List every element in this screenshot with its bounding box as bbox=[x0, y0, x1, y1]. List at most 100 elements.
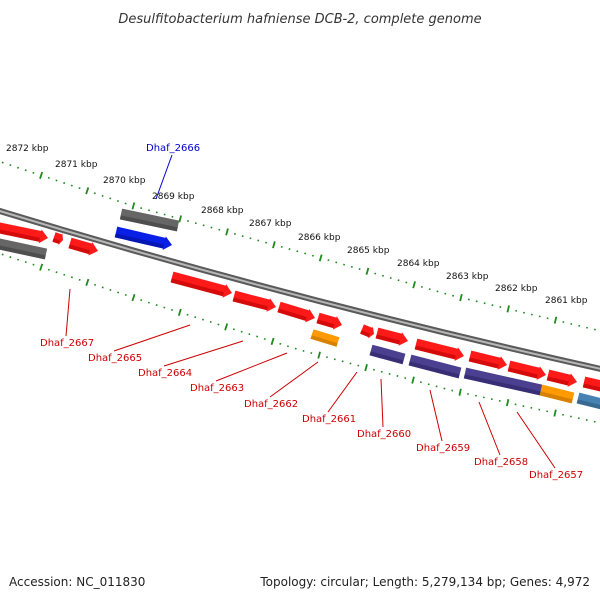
major-tick bbox=[131, 202, 136, 210]
minor-tick bbox=[147, 301, 150, 304]
inner-tick-ring bbox=[1, 253, 596, 423]
gene-label-dhaf-2666[interactable]: Dhaf_2666 bbox=[146, 143, 200, 154]
gene-feature[interactable] bbox=[52, 232, 63, 246]
gene-feature[interactable] bbox=[316, 312, 342, 330]
kbp-label: 2864 kbp bbox=[397, 259, 440, 269]
minor-tick bbox=[78, 278, 81, 281]
major-tick bbox=[459, 294, 463, 302]
gene-feature[interactable] bbox=[0, 221, 48, 244]
major-tick bbox=[270, 337, 275, 346]
minor-tick bbox=[101, 286, 104, 289]
gene-label-dhaf-2662[interactable]: Dhaf_2662 bbox=[244, 399, 298, 410]
gene-feature[interactable] bbox=[507, 360, 546, 380]
minor-tick bbox=[24, 169, 27, 172]
major-tick bbox=[178, 215, 183, 223]
gene-feature[interactable] bbox=[546, 369, 577, 387]
kbp-label: 2863 kbp bbox=[446, 272, 489, 282]
gene-label-dhaf-2664[interactable]: Dhaf_2664 bbox=[138, 368, 192, 379]
kbp-label-group: 2872 kbp 2871 kbp 2870 kbp 2869 kbp 2868 kbp… bbox=[6, 144, 588, 306]
gene-feature[interactable] bbox=[539, 384, 575, 404]
leader-line bbox=[65, 288, 71, 337]
kbp-label: 2866 kbp bbox=[298, 233, 341, 243]
label-leader-lines bbox=[65, 154, 556, 469]
minor-tick bbox=[109, 288, 112, 291]
genome-summary-text: Topology: circular; Length: 5,279,134 bp… bbox=[259, 575, 590, 589]
gene-feature[interactable] bbox=[232, 290, 276, 312]
feature-track bbox=[0, 208, 600, 412]
leader-line bbox=[113, 324, 191, 352]
leader-line bbox=[380, 378, 384, 428]
leader-line bbox=[327, 371, 358, 413]
outer-tick-ring bbox=[1, 161, 596, 331]
gene-label-dhaf-2657[interactable]: Dhaf_2657 bbox=[529, 470, 583, 481]
minor-tick bbox=[17, 166, 20, 169]
gene-label-dhaf-2660[interactable]: Dhaf_2660 bbox=[357, 429, 411, 440]
accession-text: Accession: NC_011830 bbox=[9, 575, 145, 589]
minor-tick bbox=[32, 171, 35, 174]
gene-feature[interactable] bbox=[360, 324, 374, 339]
minor-tick bbox=[117, 291, 120, 294]
minor-tick bbox=[63, 182, 66, 185]
minor-tick bbox=[17, 258, 20, 261]
gene-label-dhaf-2659[interactable]: Dhaf_2659 bbox=[416, 443, 470, 454]
major-tick bbox=[85, 278, 90, 286]
minor-tick bbox=[124, 202, 127, 205]
major-tick bbox=[506, 305, 510, 313]
minor-tick bbox=[1, 253, 4, 256]
kbp-label: 2862 kbp bbox=[495, 284, 538, 294]
gene-feature[interactable] bbox=[582, 376, 600, 393]
gene-feature[interactable] bbox=[463, 367, 543, 396]
gene-feature[interactable] bbox=[369, 344, 406, 365]
major-tick bbox=[177, 308, 182, 316]
gene-feature[interactable] bbox=[114, 226, 172, 251]
gene-feature[interactable] bbox=[170, 271, 232, 298]
minor-tick bbox=[47, 268, 50, 271]
gene-label-dhaf-2661[interactable]: Dhaf_2661 bbox=[302, 414, 356, 425]
major-tick bbox=[225, 228, 229, 236]
gene-feature[interactable] bbox=[119, 208, 180, 232]
gene-feature[interactable] bbox=[68, 237, 98, 256]
minor-tick bbox=[70, 184, 73, 187]
kbp-label: 2865 kbp bbox=[347, 246, 390, 256]
leader-line bbox=[516, 411, 556, 469]
major-tick bbox=[411, 376, 415, 384]
major-tick bbox=[39, 263, 44, 271]
leader-line bbox=[478, 401, 501, 456]
minor-tick bbox=[124, 294, 127, 297]
gene-feature[interactable] bbox=[468, 350, 507, 370]
gene-label-dhaf-2667[interactable]: Dhaf_2667 bbox=[40, 338, 94, 349]
kbp-label: 2871 kbp bbox=[55, 160, 98, 170]
major-tick bbox=[272, 241, 276, 249]
gene-label-dhaf-2665[interactable]: Dhaf_2665 bbox=[88, 353, 142, 364]
gene-feature[interactable] bbox=[414, 338, 464, 361]
major-tick bbox=[553, 409, 557, 417]
minor-tick bbox=[93, 192, 96, 195]
major-tick bbox=[364, 364, 368, 372]
gene-feature[interactable] bbox=[375, 327, 408, 346]
kbp-label: 2861 kbp bbox=[545, 296, 588, 306]
minor-tick bbox=[94, 283, 97, 286]
leader-line bbox=[155, 154, 173, 200]
minor-tick bbox=[55, 179, 58, 182]
gene-label-dhaf-2658[interactable]: Dhaf_2658 bbox=[474, 457, 528, 468]
gene-feature[interactable] bbox=[0, 237, 48, 260]
minor-tick bbox=[1, 161, 4, 164]
kbp-label: 2868 kbp bbox=[201, 206, 244, 216]
minor-tick bbox=[63, 273, 66, 276]
minor-tick bbox=[116, 199, 119, 202]
major-tick bbox=[553, 316, 558, 324]
major-tick bbox=[365, 267, 370, 275]
major-tick bbox=[458, 388, 462, 396]
major-tick bbox=[505, 399, 510, 407]
gene-feature[interactable] bbox=[576, 392, 600, 412]
leader-line bbox=[429, 389, 443, 442]
minor-tick bbox=[24, 261, 27, 264]
gene-feature[interactable] bbox=[408, 354, 462, 379]
gene-feature[interactable] bbox=[277, 301, 315, 323]
minor-tick bbox=[78, 187, 81, 190]
kbp-label: 2869 kbp bbox=[152, 192, 195, 202]
gene-feature[interactable] bbox=[310, 329, 340, 347]
gene-label-dhaf-2663[interactable]: Dhaf_2663 bbox=[190, 383, 244, 394]
major-tick bbox=[412, 281, 416, 289]
